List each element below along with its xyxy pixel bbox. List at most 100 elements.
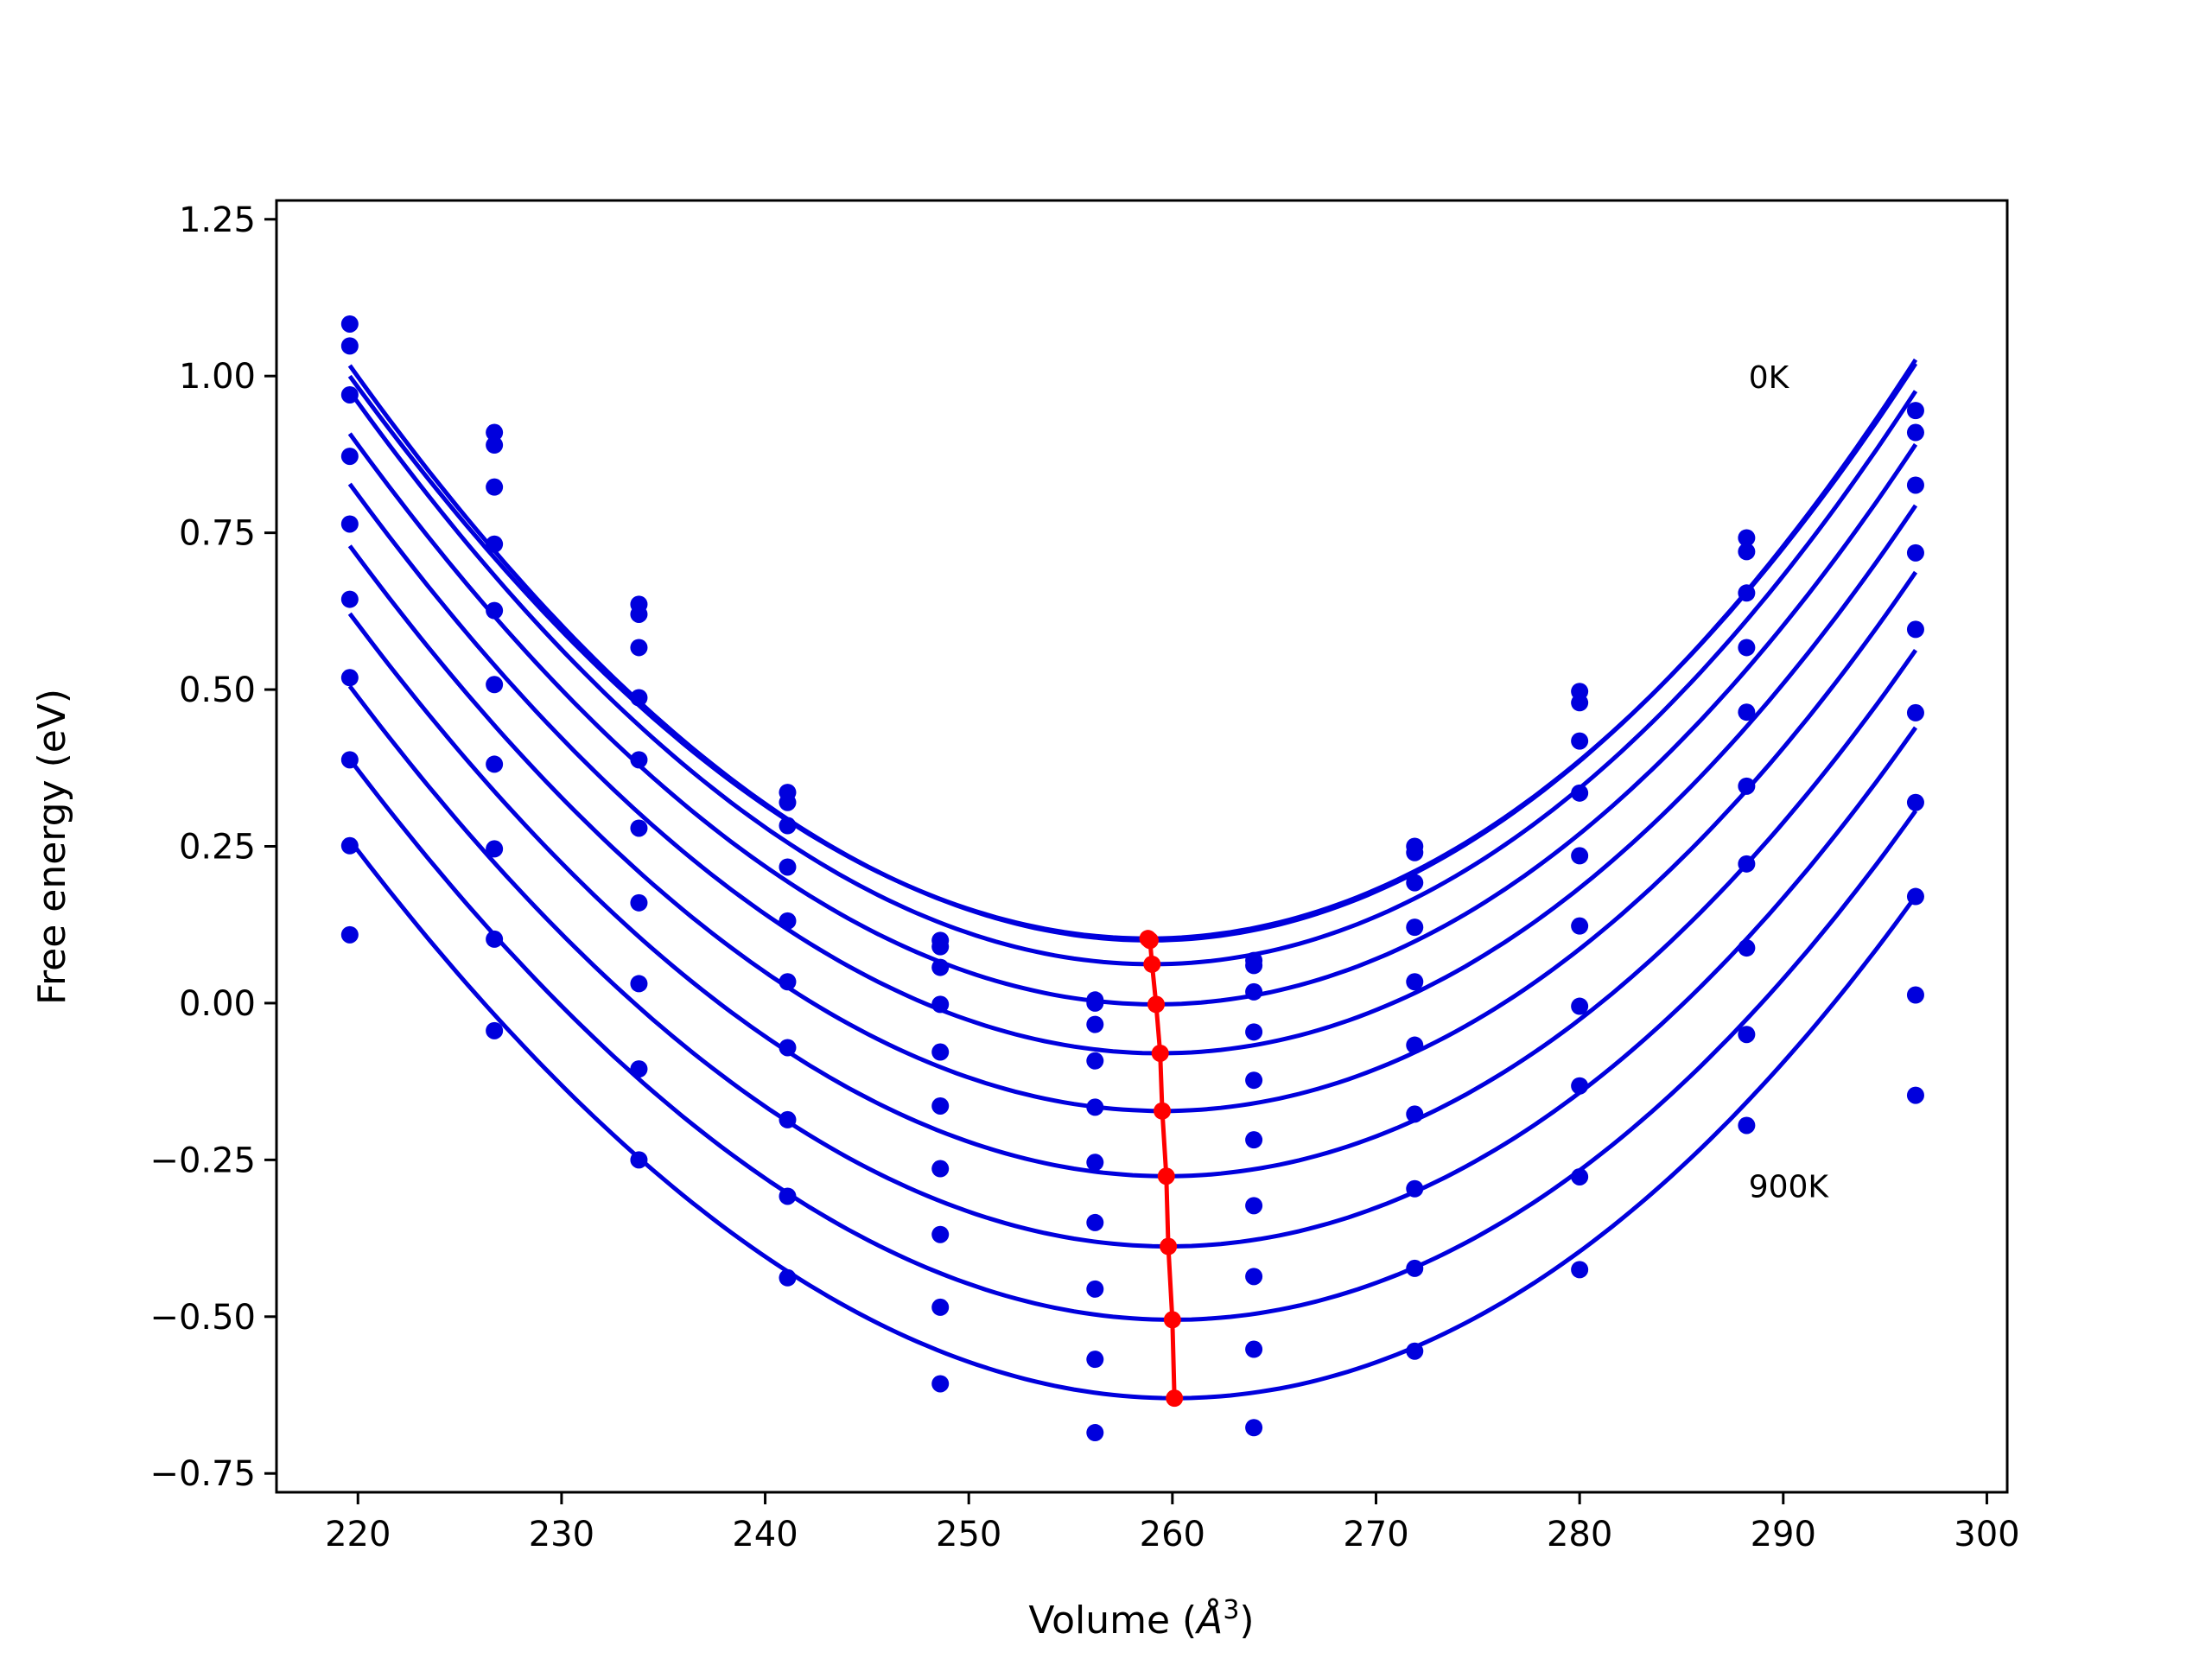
data-point-4-7 (1406, 973, 1424, 991)
data-point-9-7 (1406, 1342, 1424, 1360)
data-point-0-1 (486, 423, 504, 442)
data-point-9-5 (1086, 1424, 1104, 1442)
y-tick-label-3: 0.00 (179, 984, 256, 1024)
data-point-7-3 (779, 1110, 797, 1128)
data-point-9-1 (486, 1021, 504, 1039)
data-point-2-6 (1245, 982, 1263, 1001)
data-point-5-7 (1406, 1036, 1424, 1054)
fit-curves (347, 358, 1918, 1401)
data-point-3-3 (779, 858, 797, 876)
data-point-4-10 (1906, 620, 1924, 639)
data-point-6-3 (779, 1039, 797, 1057)
data-point-8-3 (779, 1187, 797, 1205)
minimum-point-4 (1151, 1044, 1169, 1062)
data-point-8-9 (1738, 1026, 1756, 1044)
data-point-8-0 (340, 836, 359, 855)
data-point-6-7 (1406, 1105, 1424, 1123)
data-point-4-9 (1738, 703, 1756, 721)
data-point-2-3 (779, 817, 797, 835)
fit-curve-6 (347, 612, 1918, 1179)
data-point-6-1 (486, 755, 504, 773)
data-point-7-0 (340, 751, 359, 769)
data-point-7-7 (1406, 1179, 1424, 1198)
data-point-5-0 (340, 590, 359, 608)
data-point-5-1 (486, 676, 504, 694)
data-point-4-1 (486, 601, 504, 620)
minimum-point-2 (1143, 955, 1161, 973)
data-point-2-5 (1086, 1015, 1104, 1033)
x-tick-label-230: 230 (529, 1515, 594, 1554)
data-point-1-2 (630, 605, 648, 623)
data-point-2-9 (1738, 584, 1756, 602)
minima-path (1146, 937, 1177, 1399)
data-point-6-9 (1738, 855, 1756, 873)
minimum-point-8 (1163, 1311, 1181, 1329)
data-point-3-2 (630, 689, 648, 707)
data-point-7-10 (1906, 887, 1924, 906)
x-axis-ticks: 220 230 240 250 260 270 280 290 300 (325, 1492, 2020, 1554)
data-point-9-0 (340, 925, 359, 944)
data-point-1-9 (1738, 543, 1756, 561)
data-point-9-8 (1571, 1261, 1589, 1279)
plot-frame (275, 199, 2009, 1494)
data-point-2-4 (931, 958, 950, 976)
fit-curve-3 (347, 432, 1918, 1007)
x-tick-label-300: 300 (1954, 1515, 2019, 1554)
data-point-7-8 (1571, 1077, 1589, 1095)
y-tick-label-6: 0.75 (179, 514, 256, 554)
data-point-9-6 (1245, 1419, 1263, 1437)
data-point-0-0 (340, 315, 359, 333)
data-point-9-2 (630, 1151, 648, 1169)
data-point-1-5 (1086, 994, 1104, 1012)
data-point-0-10 (1906, 402, 1924, 420)
x-tick-label-280: 280 (1547, 1515, 1612, 1554)
data-point-6-8 (1571, 997, 1589, 1015)
data-point-3-10 (1906, 543, 1924, 562)
data-point-8-1 (486, 930, 504, 948)
data-point-5-2 (630, 819, 648, 837)
minimum-point-6 (1157, 1167, 1175, 1185)
data-point-1-3 (779, 793, 797, 811)
data-point-6-10 (1906, 793, 1924, 811)
data-point-9-3 (779, 1268, 797, 1287)
data-point-4-6 (1245, 1071, 1263, 1090)
data-point-8-5 (1086, 1351, 1104, 1369)
x-tick-label-290: 290 (1751, 1515, 1816, 1554)
data-point-2-10 (1906, 476, 1924, 494)
y-tick-label-5: 0.50 (179, 671, 256, 710)
data-point-8-7 (1406, 1259, 1424, 1277)
data-point-9-9 (1738, 1116, 1756, 1135)
y-tick-label-7: 1.00 (179, 357, 256, 397)
fit-curve-1 (347, 358, 1918, 943)
data-point-8-2 (630, 1060, 648, 1078)
data-point-5-4 (931, 1096, 950, 1115)
data-point-6-6 (1245, 1197, 1263, 1215)
annotation-0: 0K (1749, 360, 1790, 396)
data-point-7-4 (931, 1225, 950, 1243)
data-point-8-10 (1906, 986, 1924, 1004)
data-points (340, 315, 1924, 1442)
data-point-6-0 (340, 669, 359, 687)
data-point-8-8 (1571, 1167, 1589, 1185)
minimum-point-3 (1147, 995, 1165, 1014)
data-point-2-1 (486, 478, 504, 496)
data-point-9-10 (1906, 1086, 1924, 1104)
data-point-2-7 (1406, 874, 1424, 892)
y-axis-label: Free energy (eV) (30, 689, 74, 1005)
data-point-7-2 (630, 975, 648, 993)
data-point-3-4 (931, 995, 950, 1014)
y-tick-label-4: 0.25 (179, 828, 256, 868)
data-point-7-1 (486, 840, 504, 858)
y-tick-label-1: −0.50 (149, 1298, 256, 1338)
y-axis-ticks: −0.75 −0.50 −0.25 0.00 0.25 0.50 0.75 1.00 1.25 (149, 200, 276, 1494)
data-point-4-3 (779, 912, 797, 930)
data-point-4-4 (931, 1043, 950, 1061)
data-point-3-0 (340, 448, 359, 466)
data-point-5-8 (1571, 917, 1589, 935)
data-point-1-7 (1406, 843, 1424, 861)
minima-line (1139, 930, 1184, 1408)
data-point-5-5 (1086, 1154, 1104, 1172)
data-point-6-4 (931, 1160, 950, 1178)
data-point-1-8 (1571, 694, 1589, 712)
